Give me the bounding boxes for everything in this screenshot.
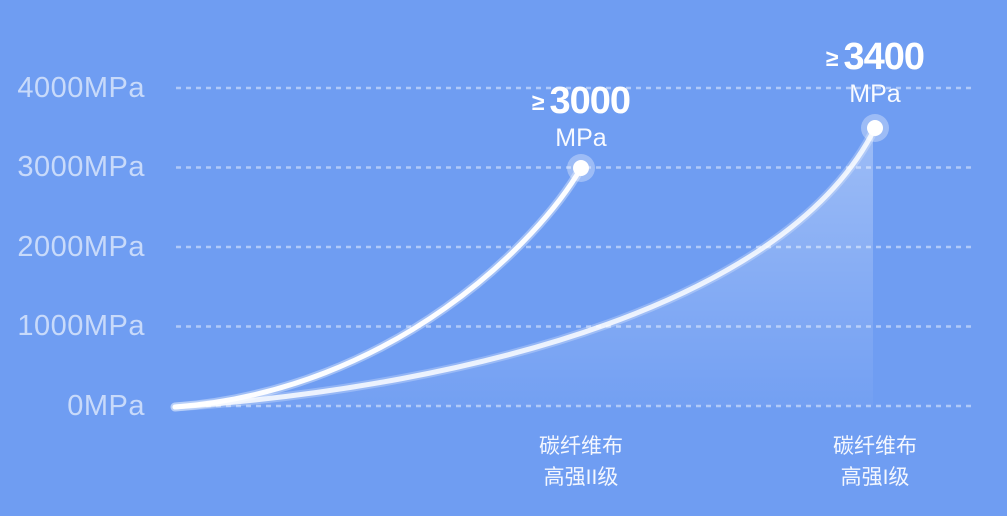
value-row-grade1: ≥ 3400	[725, 35, 1007, 78]
value-callout-grade1: ≥ 3400 MPa	[725, 35, 1007, 109]
endpoint-dot-grade1	[867, 120, 883, 136]
category-grade2-line1: 碳纤维布	[539, 435, 623, 458]
geq-symbol-grade1: ≥	[825, 44, 839, 71]
value-unit-grade2: MPa	[555, 124, 607, 152]
y-axis-tick-1000: 1000MPa	[17, 310, 145, 342]
curve-grade1	[172, 125, 878, 410]
endpoint-grade1	[861, 114, 889, 142]
y-axis-tick-4000: 4000MPa	[17, 72, 145, 104]
category-label-grade2: 碳纤维布 高强II级	[431, 431, 731, 493]
value-number-grade2: 3000	[549, 79, 632, 122]
y-axis-tick-3000: 3000MPa	[17, 151, 145, 183]
endpoint-dot-grade2	[573, 160, 589, 176]
value-row-grade2: ≥ 3000	[431, 79, 731, 122]
value-callout-grade2: ≥ 3000 MPa	[431, 79, 731, 153]
y-axis-tick-0: 0MPa	[67, 390, 145, 422]
category-grade2-line2: 高强II级	[543, 466, 619, 489]
category-grade1-line2: 高强I级	[840, 466, 910, 489]
curve-grade2	[172, 165, 584, 410]
category-label-grade1: 碳纤维布 高强I级	[725, 431, 1007, 493]
category-grade1-line1: 碳纤维布	[833, 435, 917, 458]
geq-symbol-grade2: ≥	[531, 88, 545, 115]
value-number-grade1: 3400	[843, 35, 926, 78]
y-axis-tick-2000: 2000MPa	[17, 231, 145, 263]
endpoint-grade2	[567, 154, 595, 182]
value-unit-grade1: MPa	[849, 80, 901, 108]
area-fill-grade1	[175, 130, 873, 406]
